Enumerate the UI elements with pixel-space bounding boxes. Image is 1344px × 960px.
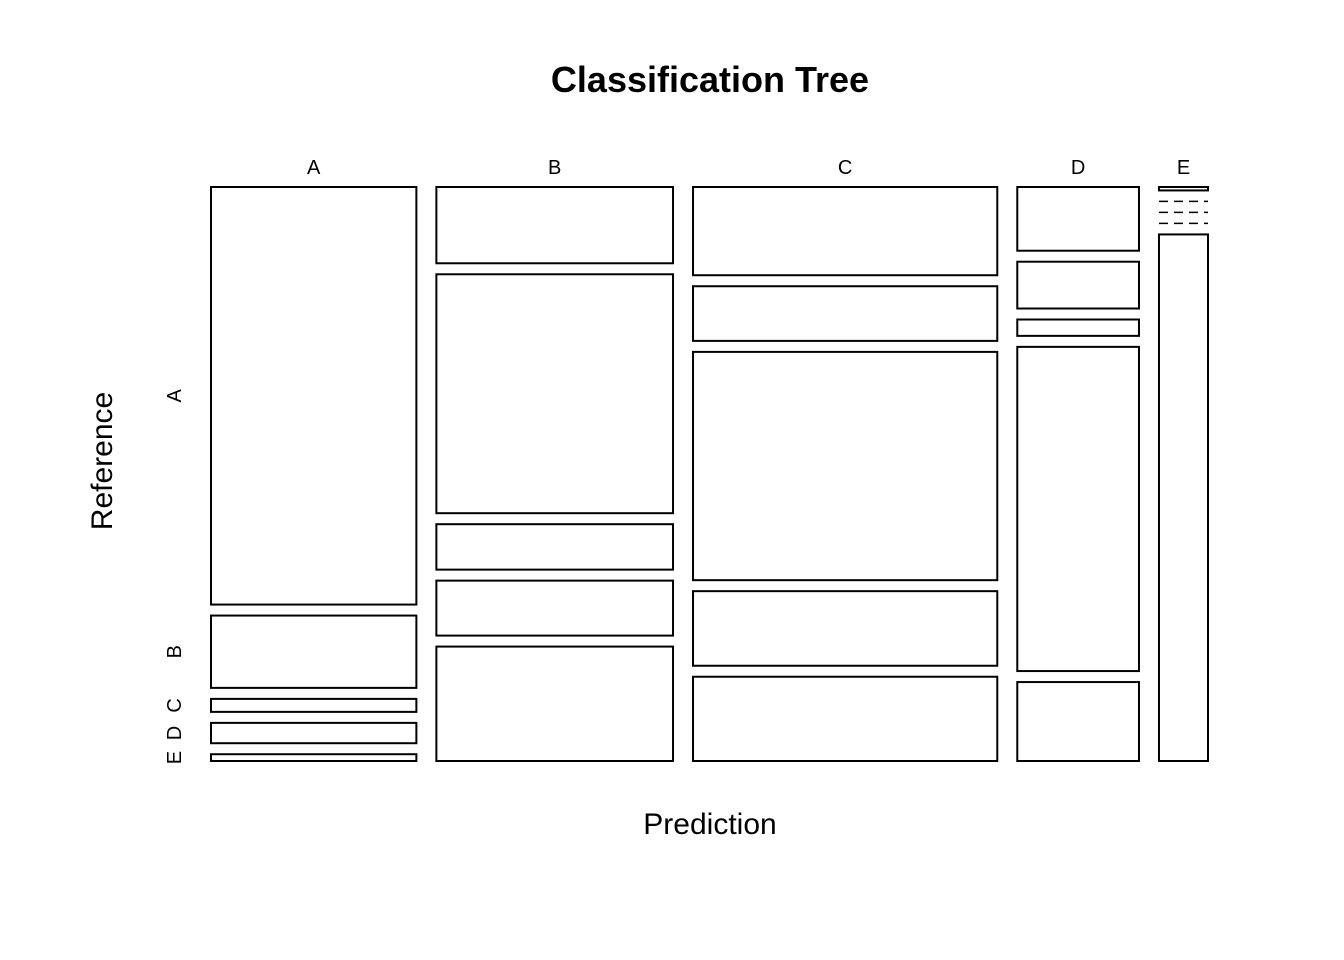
x-tick-label-e: E — [1177, 157, 1190, 179]
y-tick-labels: A B CDE — [164, 388, 186, 764]
y-tick-label-e: E — [164, 751, 186, 764]
tile-b-b — [435, 273, 675, 515]
tile-e-e — [1157, 233, 1209, 762]
tile-e-a — [1157, 186, 1209, 192]
y-tick-label-c: C — [164, 698, 186, 712]
tile-c-c — [692, 350, 999, 582]
y-tick-label-b: B — [164, 645, 186, 658]
tile-d-e — [1016, 681, 1140, 763]
tile-c-d — [692, 590, 999, 667]
chart-title: Classification Tree — [551, 59, 869, 100]
tile-c-a — [692, 186, 999, 277]
tile-d-d — [1016, 345, 1140, 673]
tile-b-a — [435, 186, 675, 265]
x-tick-label-a: A — [307, 157, 321, 179]
tile-d-a — [1016, 186, 1140, 252]
tile-d-b — [1016, 260, 1140, 310]
tile-b-d — [435, 579, 675, 637]
tile-b-c — [435, 523, 675, 571]
y-axis-label: Reference — [86, 392, 119, 530]
tile-a-a — [210, 186, 418, 606]
tile-a-d — [210, 721, 418, 745]
tile-a-c — [210, 697, 418, 713]
mosaic-tiles — [210, 186, 1209, 763]
tile-c-b — [692, 285, 999, 342]
tile-b-e — [435, 645, 675, 762]
tile-d-c — [1016, 318, 1140, 337]
y-tick-label-d: D — [164, 726, 186, 740]
x-axis-label: Prediction — [643, 808, 776, 841]
tile-a-b — [210, 614, 418, 689]
x-tick-label-b: B — [548, 157, 561, 179]
x-tick-label-c: C — [838, 157, 852, 179]
tile-c-e — [692, 675, 999, 763]
x-tick-label-d: D — [1071, 157, 1085, 179]
tile-a-e — [210, 753, 418, 762]
y-tick-label-a: A — [164, 388, 186, 402]
x-tick-labels: A B C D E — [307, 157, 1190, 179]
